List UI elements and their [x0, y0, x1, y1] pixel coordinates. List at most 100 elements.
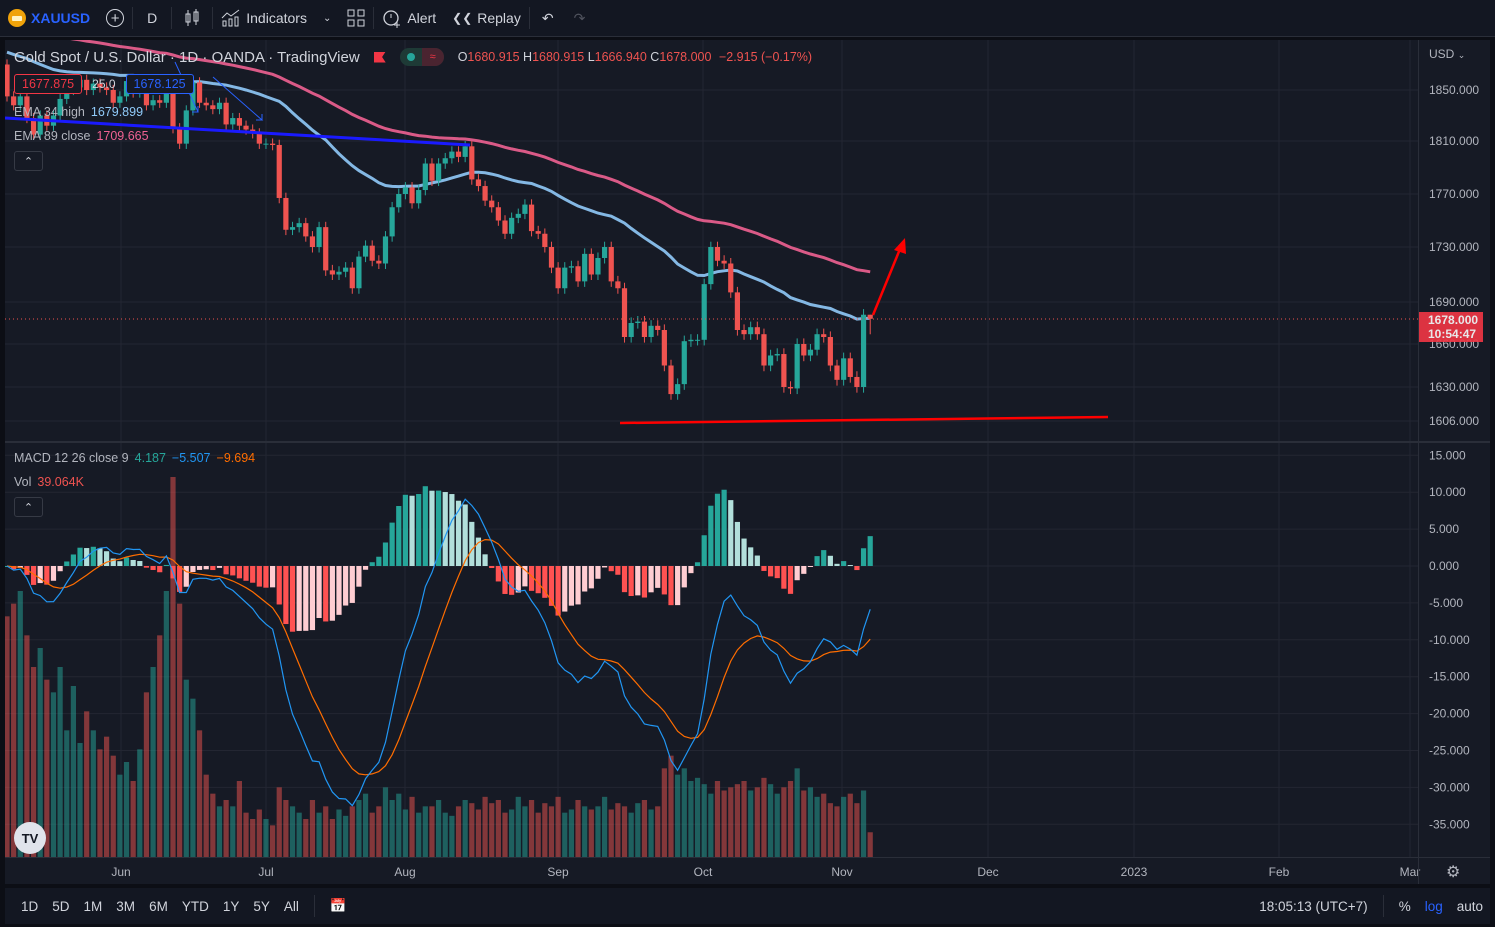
macd-axis[interactable]: [1419, 443, 1490, 857]
range-5d[interactable]: 5D: [52, 898, 70, 914]
sell-button[interactable]: 1677.875: [14, 74, 83, 94]
price-axis[interactable]: [1419, 40, 1490, 441]
volume-bar: [157, 635, 163, 857]
settings-gear-icon[interactable]: ⚙: [1446, 864, 1461, 881]
range-5y[interactable]: 5Y: [253, 898, 270, 914]
macd-histogram-bar: [455, 500, 462, 566]
indicators-button[interactable]: Indicators: [213, 0, 315, 37]
macd-histogram-bar: [542, 566, 548, 598]
main-legend: Gold Spot / U.S. Dollar · 1D · OANDA · T…: [14, 48, 812, 66]
alert-label: Alert: [407, 10, 437, 26]
candle-body: [30, 118, 37, 135]
volume-bar: [84, 711, 90, 857]
volume-legend[interactable]: Vol 39.064K: [14, 475, 84, 489]
collapse-legend-button[interactable]: ⌃: [14, 151, 43, 171]
compare-add-button[interactable]: +: [98, 0, 132, 37]
volume-bar: [582, 806, 588, 857]
macd-histogram-bar: [548, 566, 555, 606]
tradingview-logo[interactable]: TV: [14, 822, 46, 854]
candle-body: [807, 349, 814, 356]
macd-histogram-bar: [270, 566, 276, 588]
macd-histogram-bar: [143, 566, 150, 568]
macd-plot: [5, 443, 1418, 857]
percent-toggle[interactable]: %: [1398, 898, 1411, 914]
macd-histogram-bar: [867, 536, 873, 566]
macd-histogram-bar: [64, 561, 70, 566]
range-1d[interactable]: 1D: [21, 898, 39, 914]
auto-toggle[interactable]: auto: [1456, 898, 1483, 914]
volume-bar: [362, 793, 369, 857]
macd-histogram-bar: [216, 566, 223, 568]
ema89-legend[interactable]: EMA 89 close 1709.665: [14, 129, 149, 143]
candle-body: [754, 327, 760, 335]
candle-body: [794, 344, 800, 389]
volume-bar: [44, 679, 50, 857]
chart-type-button[interactable]: [172, 0, 212, 37]
macd-histogram-bar: [555, 566, 561, 616]
candle-body: [489, 200, 495, 208]
indicators-dropdown[interactable]: ⌄: [315, 0, 339, 37]
divider: [132, 7, 134, 29]
interval-button[interactable]: D: [133, 0, 171, 37]
undo-button[interactable]: ↶: [530, 0, 566, 37]
macd-histogram-bar: [814, 556, 820, 566]
volume-bar: [130, 781, 136, 857]
range-1y[interactable]: 1Y: [222, 898, 240, 914]
market-flag-icon: [373, 51, 386, 63]
candle-body: [389, 207, 395, 237]
macd-histogram-bar: [236, 566, 242, 579]
symbol-search-button[interactable]: XAUUSD: [0, 0, 98, 37]
time-axis[interactable]: [5, 858, 1490, 884]
price-pane[interactable]: [5, 40, 1418, 441]
macd-histogram-bar: [469, 521, 475, 566]
candle-body: [117, 96, 123, 103]
macd-histogram-bar: [276, 566, 282, 605]
range-ytd[interactable]: YTD: [181, 898, 209, 914]
volume-bar: [867, 832, 873, 857]
range-3m[interactable]: 3M: [116, 898, 136, 914]
volume-bar: [741, 781, 747, 857]
candle-body: [17, 96, 23, 106]
range-all[interactable]: All: [283, 898, 299, 914]
volume-bar: [768, 784, 774, 857]
macd-histogram-bar: [648, 566, 654, 593]
macd-histogram-bar: [157, 566, 163, 573]
volume-bar: [143, 692, 150, 857]
candle-body: [442, 158, 448, 164]
arrow-drawing: [871, 248, 902, 316]
range-1m[interactable]: 1M: [83, 898, 103, 914]
macd-tick-label: 5.000: [1429, 522, 1459, 536]
data-toggle[interactable]: ≈: [399, 48, 444, 66]
candle-body: [847, 358, 853, 377]
replay-button[interactable]: ❮❮ Replay: [444, 0, 529, 37]
time-tick-label: Sep: [547, 865, 569, 879]
macd-line-value: −5.507: [171, 451, 211, 465]
log-toggle[interactable]: log: [1424, 898, 1443, 914]
ema34-legend[interactable]: EMA 34 high 1679.899: [14, 105, 143, 119]
layout-button[interactable]: [339, 0, 373, 37]
range-6m[interactable]: 6M: [149, 898, 168, 914]
macd-legend[interactable]: MACD 12 26 close 9 4.187 −5.507 −9.694: [14, 451, 255, 465]
volume-bar: [495, 800, 501, 857]
collapse-indicators-button[interactable]: ⌃: [14, 497, 43, 517]
volume-bar: [834, 806, 840, 857]
redo-button[interactable]: ↷: [566, 0, 594, 37]
macd-line: [6, 498, 871, 807]
time-tick-label: Dec: [977, 865, 998, 879]
candle-body: [714, 247, 721, 261]
volume-bar: [801, 790, 807, 857]
timezone-clock[interactable]: 18:05:13 (UTC+7): [1259, 898, 1368, 914]
time-tick-label: 2023: [1121, 865, 1148, 879]
currency-selector[interactable]: USD ⌄: [1429, 47, 1465, 61]
series-title: Gold Spot / U.S. Dollar · 1D · OANDA · T…: [14, 48, 360, 66]
bottom-toolbar: 1D 5D 1M 3M 6M YTD 1Y 5Y All 📅 18:05:13 (UTC+7) …: [5, 888, 1490, 924]
open-label: O: [457, 50, 468, 64]
goto-date-button[interactable]: 📅: [323, 898, 354, 914]
macd-histogram-bar: [110, 558, 116, 566]
candle-body: [223, 102, 229, 125]
macd-histogram-bar: [323, 566, 329, 622]
alert-button[interactable]: Alert: [374, 0, 444, 37]
macd-histogram-bar: [24, 566, 30, 575]
volume-bar: [416, 812, 422, 857]
buy-button[interactable]: 1678.125: [125, 74, 194, 94]
